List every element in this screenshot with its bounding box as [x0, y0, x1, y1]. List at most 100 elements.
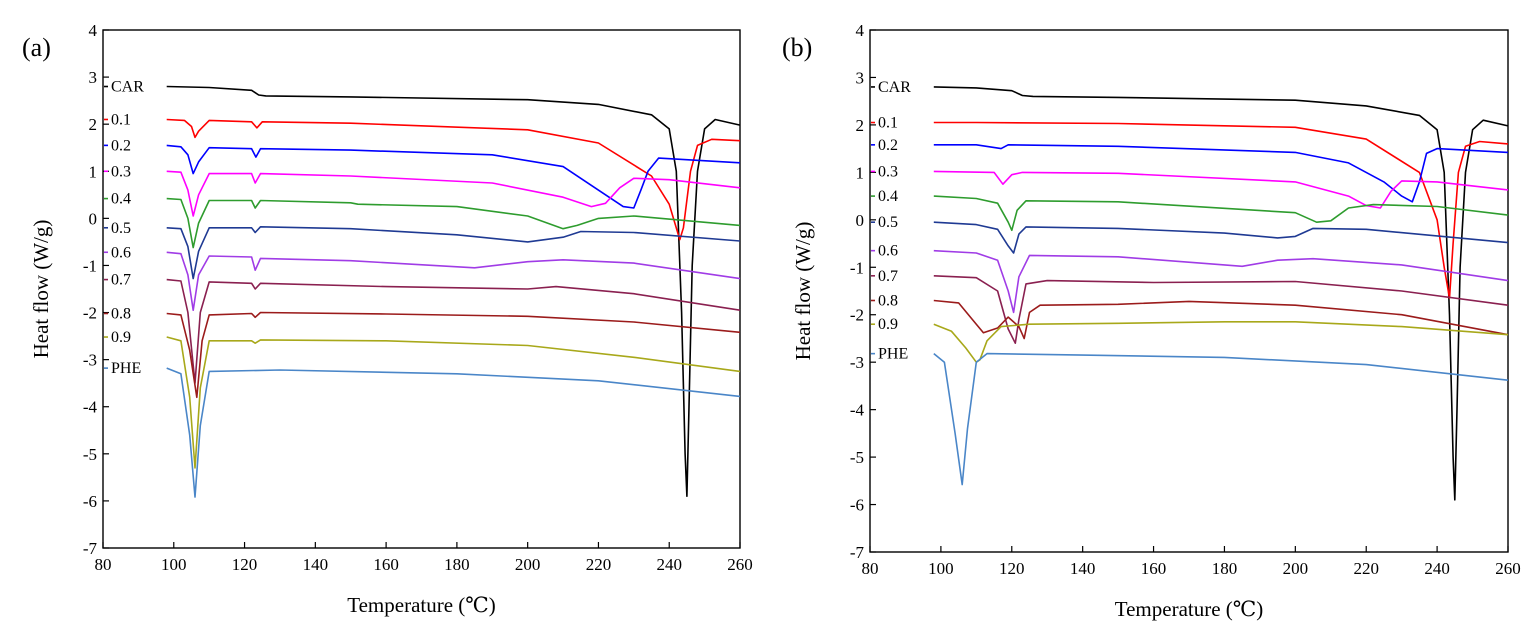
chart-panel-b: 80 100 120 140 160 180 200 220 240 260 -7 -6 -5 -4 -3-… — [770, 0, 1531, 629]
series-line-0.2 — [933, 144, 1509, 203]
series-line-0.1 — [933, 121, 1509, 299]
series-line-0.9 — [166, 336, 741, 469]
y-tick-label: 3 — [856, 68, 865, 87]
dsc-chart-b: 80 100 120 140 160 180 200 220 240 260-7-6-5-4-3-… — [782, 21, 1521, 621]
x-tick-label: 160 — [1141, 559, 1167, 578]
dsc-chart-a: 80 100 120 140 160 180 200 220 240 260-7-6-5-4-3-… — [22, 21, 753, 617]
x-tick-label: 180 — [1212, 559, 1238, 578]
x-tick-label: 100 — [928, 559, 954, 578]
x-tick-label: 260 — [727, 555, 753, 574]
y-tick-label: 0 — [856, 211, 865, 230]
x-tick-label: 140 — [303, 555, 329, 574]
series-label-0.5: 0.5 — [878, 214, 898, 231]
y-tick-label: 3 — [89, 68, 98, 87]
panel-label: (b) — [782, 33, 812, 62]
y-tick-label: -6 — [83, 492, 97, 511]
y-tick-label: -4 — [83, 398, 98, 417]
x-tick-label: 240 — [656, 555, 682, 574]
y-tick-label: -7 — [850, 543, 865, 562]
y-tick-label: 1 — [856, 163, 865, 182]
x-tick-label: 220 — [586, 555, 612, 574]
plot-frame — [102, 29, 741, 549]
x-tick-label: 80 — [862, 559, 879, 578]
series-line-PHE — [933, 352, 1509, 486]
series-line-0.7 — [166, 278, 741, 384]
series-label-0.3: 0.3 — [111, 163, 131, 180]
y-tick-label: 4 — [89, 21, 98, 40]
y-tick-label: -3 — [850, 353, 864, 372]
y-tick-label: 0 — [89, 209, 98, 228]
series-label-0.6: 0.6 — [111, 244, 131, 261]
y-axis-title: Heat flow (W/g) — [29, 220, 53, 359]
series-label-PHE: PHE — [111, 360, 141, 377]
series-label-0.4: 0.4 — [878, 188, 898, 205]
y-tick-label: -4 — [850, 401, 865, 420]
y-tick-label: 1 — [89, 162, 98, 181]
x-tick-label: 160 — [373, 555, 399, 574]
series-line-PHE — [166, 367, 741, 498]
x-tick-label: 140 — [1070, 559, 1096, 578]
series-label-0.8: 0.8 — [111, 305, 131, 322]
x-tick-label: 120 — [232, 555, 258, 574]
plot-frame — [869, 29, 1509, 553]
y-tick-label: 4 — [856, 21, 865, 40]
series-label-0.2: 0.2 — [878, 137, 898, 154]
x-tick-label: 220 — [1353, 559, 1379, 578]
series-label-0.1: 0.1 — [878, 115, 898, 132]
x-tick-label: 200 — [515, 555, 541, 574]
series-line-0.3 — [166, 170, 741, 217]
series-line-0.1 — [166, 118, 741, 241]
y-axis-title: Heat flow (W/g) — [791, 222, 815, 361]
x-tick-label: 240 — [1424, 559, 1450, 578]
series-label-0.5: 0.5 — [111, 220, 131, 237]
series-line-0.9 — [933, 321, 1509, 363]
series-label-0.7: 0.7 — [111, 272, 131, 289]
series-line-0.5 — [933, 221, 1509, 254]
series-line-0.2 — [166, 144, 741, 209]
y-tick-label: -1 — [850, 258, 864, 277]
chart-panel-a: 80 100 120 140 160 180 200 220 240 260 -7 -6 -5 -4 -3-… — [22, 21, 753, 617]
x-axis-title: Temperature (℃) — [1115, 597, 1264, 621]
panel-label: (a) — [22, 33, 51, 62]
series-line-0.6 — [933, 249, 1509, 314]
series-line-0.8 — [166, 311, 741, 399]
y-tick-label: 2 — [89, 115, 98, 134]
series-label-0.9: 0.9 — [878, 316, 898, 333]
series-line-CAR — [933, 86, 1509, 501]
y-tick-label: -1 — [83, 256, 97, 275]
x-axis-title: Temperature (℃) — [347, 593, 496, 617]
series-label-0.2: 0.2 — [111, 137, 131, 154]
series-line-0.4 — [166, 197, 741, 249]
y-tick-label: -5 — [850, 448, 864, 467]
y-tick-label: -7 — [83, 539, 98, 558]
x-tick-label: 120 — [999, 559, 1025, 578]
x-tick-label: 100 — [161, 555, 187, 574]
series-label-0.8: 0.8 — [878, 292, 898, 309]
series-label-PHE: PHE — [878, 346, 908, 363]
series-label-CAR: CAR — [111, 79, 144, 96]
series-line-0.3 — [933, 170, 1509, 209]
y-tick-label: -2 — [83, 304, 97, 323]
series-label-0.7: 0.7 — [878, 268, 898, 285]
y-tick-label: 2 — [856, 116, 865, 135]
series-label-0.3: 0.3 — [878, 163, 898, 180]
series-line-0.7 — [933, 275, 1509, 344]
series-line-CAR — [166, 85, 741, 497]
series-line-0.4 — [933, 195, 1509, 232]
series-line-0.6 — [166, 251, 741, 311]
y-tick-label: -6 — [850, 496, 864, 515]
y-tick-label: -3 — [83, 351, 97, 370]
x-tick-label: 200 — [1283, 559, 1309, 578]
series-label-0.4: 0.4 — [111, 191, 131, 208]
series-label-0.6: 0.6 — [878, 243, 898, 260]
x-tick-label: 180 — [444, 555, 470, 574]
y-tick-label: -5 — [83, 445, 97, 464]
series-line-0.8 — [933, 299, 1509, 340]
series-label-0.1: 0.1 — [111, 111, 131, 128]
series-label-CAR: CAR — [878, 79, 911, 96]
x-tick-label: 80 — [95, 555, 112, 574]
x-tick-label: 260 — [1495, 559, 1521, 578]
series-line-0.5 — [166, 226, 741, 280]
series-label-0.9: 0.9 — [111, 329, 131, 346]
y-tick-label: -2 — [850, 306, 864, 325]
